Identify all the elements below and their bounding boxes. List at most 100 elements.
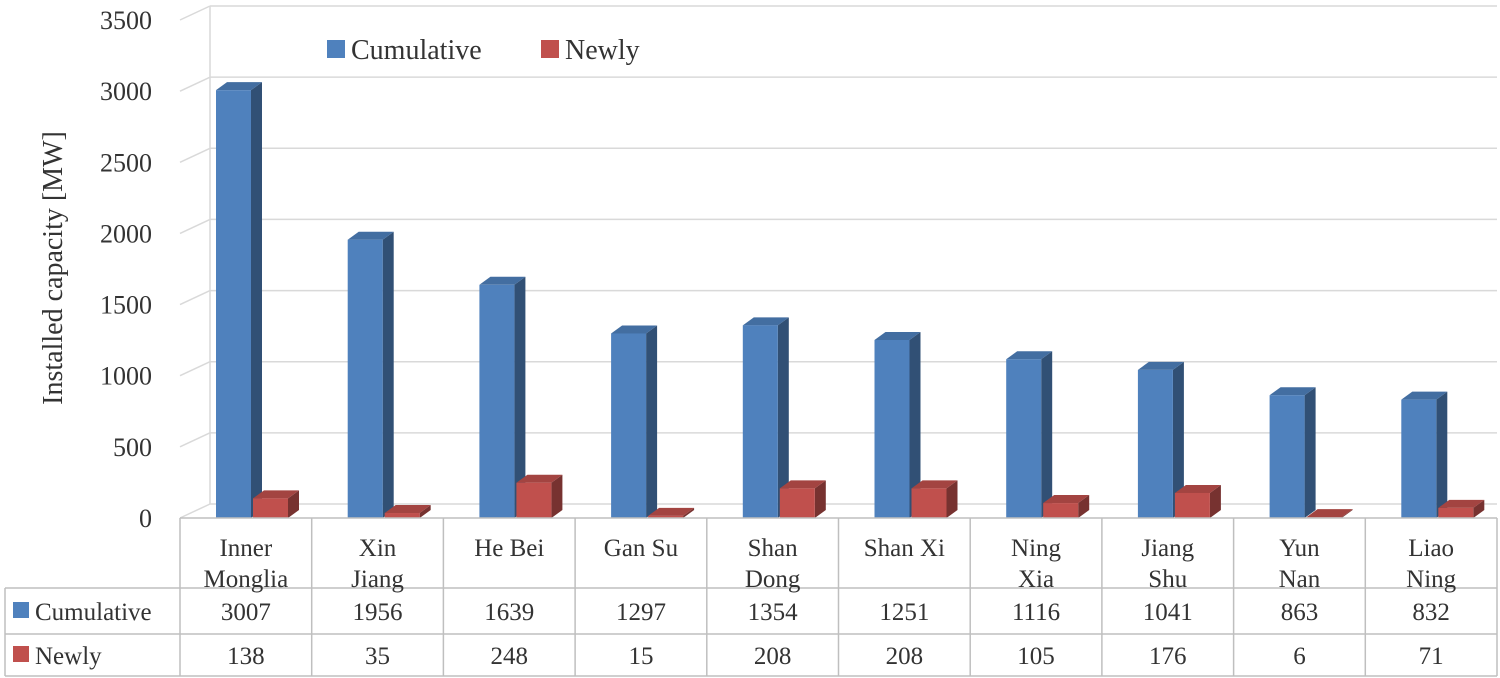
bar-side [288,490,299,518]
bar-front [611,333,647,518]
table-legend-key [13,602,29,618]
bar-top [479,276,526,285]
data-label: 6 [1293,643,1306,670]
data-label: 15 [628,643,653,670]
bar-side [419,505,431,518]
data-label: 1041 [1143,599,1193,626]
bar-front [253,498,288,518]
bar-front [1137,369,1173,518]
bar-front [1401,399,1437,518]
bar-top [779,480,826,489]
bar-cumulative-3 [611,325,658,518]
bar-front [1269,395,1305,518]
data-label: 208 [754,643,792,670]
data-label: 1354 [748,599,799,626]
data-label: 105 [1017,643,1055,670]
bar-front [779,488,815,518]
legend-key [541,40,559,58]
table-series-name: Cumulative [35,599,152,626]
bar-side [1473,499,1485,518]
gridline-depth [179,147,211,163]
table-series-name: Newly [35,643,102,670]
bar-newly-7 [1174,484,1221,518]
gridline-depth [179,432,211,448]
x-tick-label: Ning Xia [1011,535,1062,593]
legend: Cumulative Newly [327,35,640,66]
bar-front [648,515,684,518]
bar-side [1304,387,1316,518]
data-label: 71 [1419,643,1444,670]
bar-top [1006,351,1053,360]
bars [216,82,1485,519]
data-label: 35 [365,643,390,670]
bar-newly-0 [253,490,299,518]
bar-side [646,325,658,518]
bar-side [514,276,526,518]
x-tick-label: Yun Nan [1279,535,1321,593]
gridline-depth [179,503,211,519]
bar-side [1436,391,1448,518]
x-tick-label: Liao Ning [1406,535,1457,593]
data-label: 1639 [484,599,534,626]
bar-side [1209,484,1221,518]
x-tick-label: He Bei [474,535,544,562]
bar-top [648,507,695,516]
bar-cumulative-5 [874,332,921,518]
legend-label: Cumulative [351,35,482,66]
x-tick-label: Jiang Shu [1141,535,1194,593]
bar-front [216,90,251,519]
data-label: 208 [886,643,924,670]
legend-key [327,40,345,58]
bar-cumulative-8 [1269,387,1316,518]
y-tick-label: 1000 [100,362,152,391]
y-tick-label: 500 [113,433,152,462]
gridlines [179,5,1497,519]
data-label: 138 [227,643,265,670]
x-tick-label: Gan Su [604,535,679,562]
bar-side [382,231,394,518]
bar-front [479,284,515,518]
bar-front [874,340,910,518]
bar-front [911,488,947,518]
x-tick-label: Inner Monglia [203,535,288,593]
gridline-depth [179,218,211,235]
x-tick-label: Xin Jiang [351,535,404,593]
bar-top [1137,361,1184,370]
data-label: 1297 [616,599,666,626]
bar-newly-1 [384,505,431,518]
data-label: 863 [1281,599,1319,626]
bar-top [1306,509,1353,518]
bar-side [551,474,563,518]
bar-top [384,505,431,514]
gridline-depth [179,361,211,377]
bar-top [911,480,958,489]
bar-front [1043,503,1079,518]
bar-front [1006,359,1042,518]
x-tick-label: Shan Dong [745,535,801,593]
gridline-depth [179,5,211,21]
bar-side [777,317,789,518]
bar-top [516,474,563,483]
y-tick-label: 3500 [100,6,152,35]
data-table: Inner Monglia Xin Jiang He Bei Gan Su Shan Dong… [4,517,1498,677]
gridline-depth [179,289,211,306]
bar-cumulative-6 [1006,351,1053,518]
y-axis: 0 500 1000 1500 2000 2500 3000 3500 [100,6,152,533]
bar-top [347,231,394,240]
x-tick-label: Shan Xi [864,535,945,562]
bar-front [384,513,420,518]
bar-top [1174,484,1221,493]
bar-top [1438,499,1485,508]
bar-cumulative-7 [1137,361,1184,518]
bar-side [1041,351,1053,518]
bar-newly-6 [1043,495,1090,518]
legend-label: Newly [565,35,640,66]
bar-side [814,480,826,518]
y-axis-label: Installed capacity [MW] [38,131,69,405]
bar-front [1438,507,1474,518]
bar-top [1401,391,1448,400]
bar-cumulative-9 [1401,391,1448,518]
bar-front [1174,492,1210,518]
bar-newly-4 [779,480,826,518]
